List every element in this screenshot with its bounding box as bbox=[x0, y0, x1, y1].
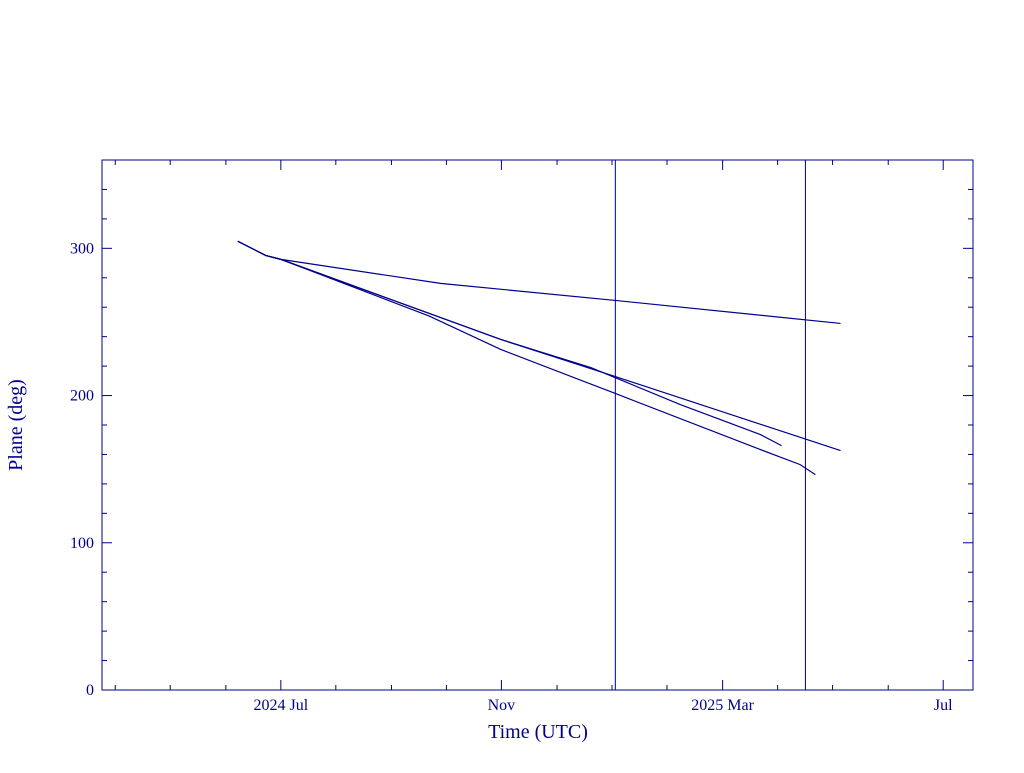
plot-frame bbox=[101, 159, 974, 691]
y-tick-label: 0 bbox=[86, 682, 94, 699]
x-axis-label: Time (UTC) bbox=[488, 721, 588, 743]
series-line bbox=[237, 240, 841, 325]
x-tick-label: Jul bbox=[934, 697, 953, 714]
y-tick-label: 300 bbox=[70, 240, 94, 257]
series-line bbox=[237, 240, 841, 452]
y-tick-label: 100 bbox=[70, 535, 94, 552]
series-line bbox=[237, 240, 782, 447]
y-tick-label: 200 bbox=[70, 388, 94, 405]
x-tick-label: 2025 Mar bbox=[691, 697, 754, 714]
series-line bbox=[237, 240, 816, 476]
x-tick-label: Nov bbox=[488, 697, 516, 714]
y-axis-label: Plane (deg) bbox=[5, 379, 27, 471]
x-tick-label: 2024 Jul bbox=[254, 697, 309, 714]
